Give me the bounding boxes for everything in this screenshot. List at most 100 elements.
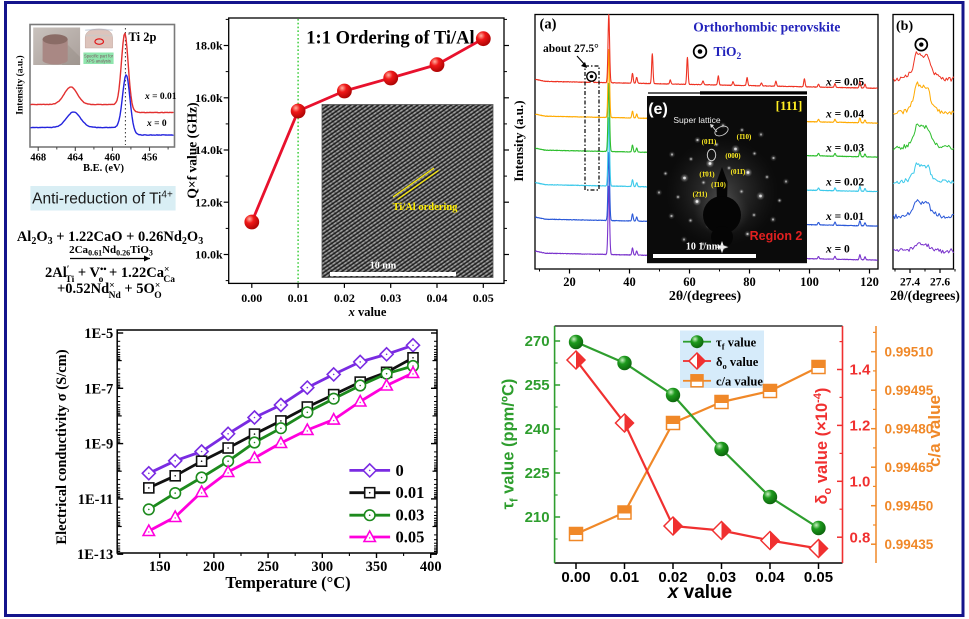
svg-text:27.6: 27.6 [930,277,950,289]
svg-text:Intensity (a.u.): Intensity (a.u.) [15,55,26,114]
svg-text:0.02: 0.02 [658,569,687,586]
svg-text:x = 0.03: x = 0.03 [825,143,864,155]
svg-text:Q×f value (GHz): Q×f value (GHz) [185,102,200,198]
svg-text:0.04: 0.04 [427,291,448,305]
svg-text:0.03: 0.03 [396,506,425,525]
svg-text:10.0k: 10.0k [195,248,223,262]
svg-text:x = 0.04: x = 0.04 [825,109,864,121]
svg-text:255: 255 [525,377,550,394]
svg-text:x = 0.02: x = 0.02 [825,177,864,189]
svg-text:1.0: 1.0 [850,474,871,491]
svg-text:460: 460 [105,153,121,164]
svg-text:0.00: 0.00 [241,291,262,305]
svg-text:0.99480: 0.99480 [885,422,934,437]
svg-text:225: 225 [525,465,550,482]
svg-text:τf value: τf value [716,336,757,352]
svg-text:0.99495: 0.99495 [885,383,934,398]
svg-text:TiO2: TiO2 [714,44,742,62]
svg-text:0.00: 0.00 [561,569,590,586]
svg-text:0.05: 0.05 [473,291,494,305]
svg-text:1E-9: 1E-9 [84,437,113,453]
svg-text:+0.52Nd×Nd + 5O×O: +0.52Nd× Nd + 5O× O [57,281,162,301]
svg-text:1E-5: 1E-5 [84,326,113,342]
svg-text:0.99465: 0.99465 [885,460,934,475]
svg-text:Ti/Al ordering: Ti/Al ordering [393,202,459,213]
svg-text:Orthorhombic perovskite: Orthorhombic perovskite [693,20,840,35]
svg-text:1.4: 1.4 [850,362,872,379]
svg-text:0: 0 [396,461,404,480]
svg-text:Al2O3 + 1.22CaO + 0.26Nd2O3: Al2O3 + 1.22CaO + 0.26Nd2O3 [17,229,203,247]
svg-text:Temperature (°C): Temperature (°C) [225,573,350,592]
svg-text:(011̄): (011̄) [731,168,746,176]
svg-text:10 1/nm: 10 1/nm [686,242,721,253]
svg-text:0.8: 0.8 [850,529,871,546]
svg-text:[111]: [111] [776,98,803,113]
svg-text:1:1 Ordering of Ti/Al: 1:1 Ordering of Ti/Al [306,29,474,49]
svg-text:c/a value: c/a value [716,375,763,389]
svg-text:27.4: 27.4 [900,277,920,289]
svg-text:100: 100 [800,275,819,289]
svg-text:12.0k: 12.0k [195,195,223,209]
svg-text:Region 2: Region 2 [750,229,803,243]
svg-text:270: 270 [525,333,550,350]
svg-text:1E-13: 1E-13 [77,547,113,563]
svg-text:x = 0.05: x = 0.05 [825,76,864,88]
svg-text:16.0k: 16.0k [195,91,223,105]
svg-text:210: 210 [525,509,550,526]
svg-text:Specific part for: Specific part for [84,54,114,59]
svg-text:350: 350 [366,559,388,575]
svg-text:x value: x value [667,582,732,603]
svg-text:1.2: 1.2 [850,418,871,435]
svg-text:2Ca0.61Nd0.26TiO3: 2Ca0.61Nd0.26TiO3 [69,244,153,258]
svg-text:464: 464 [67,153,84,164]
svg-text:x = 0: x = 0 [146,119,167,129]
svg-text:δo value (×10-4): δo value (×10-4) [812,388,834,505]
svg-text:XPS analysis: XPS analysis [86,59,111,64]
svg-text:18.0k: 18.0k [195,39,223,53]
svg-text:80: 80 [743,275,756,289]
svg-text:0.03: 0.03 [380,291,401,305]
svg-text:x = 0.01: x = 0.01 [825,211,864,223]
svg-text:0.99435: 0.99435 [885,537,934,552]
svg-text:0.04: 0.04 [755,569,785,586]
svg-text:B.E. (eV): B.E. (eV) [83,163,125,174]
svg-text:0.01: 0.01 [396,483,425,502]
svg-text:2θ/(degrees): 2θ/(degrees) [890,288,960,303]
svg-text:(000): (000) [725,152,741,160]
svg-text:300: 300 [311,559,333,575]
svg-text:240: 240 [525,421,550,438]
svg-text:10 nm: 10 nm [370,261,397,272]
svg-text:(2̄11): (2̄11) [693,191,708,199]
svg-text:Super lattice: Super lattice [673,115,721,125]
svg-text:1E-11: 1E-11 [78,492,113,508]
svg-text:(01̄1): (01̄1) [702,138,717,146]
svg-text:(1̄01): (1̄01) [699,171,715,179]
svg-text:x = 0: x = 0 [825,244,850,256]
svg-text:40: 40 [623,275,636,289]
svg-text:Electrical conductivity σ (S/c: Electrical conductivity σ (S/cm) [54,349,70,544]
svg-text:120: 120 [860,275,879,289]
svg-text:τf value (ppm/ºC): τf value (ppm/ºC) [500,379,521,510]
svg-text:0.01: 0.01 [288,291,309,305]
svg-text:2Al′Ti + V••o + 1.22Ca×Ca: 2Al′ Ti + V•• o + 1.22Ca× Ca [45,265,175,285]
svg-text:60: 60 [683,275,696,289]
svg-text:(a): (a) [540,17,557,33]
svg-text:δo value: δo value [716,355,759,371]
svg-text:456: 456 [142,153,158,164]
svg-text:200: 200 [203,559,225,575]
svg-text:0.02: 0.02 [334,291,355,305]
svg-text:468: 468 [30,153,46,164]
svg-text:0.99510: 0.99510 [885,345,934,360]
svg-text:Intensity (a.u.): Intensity (a.u.) [511,100,526,181]
svg-text:Ti 2p: Ti 2p [129,30,157,44]
svg-text:about 27.5°: about 27.5° [543,43,599,55]
svg-text:0.05: 0.05 [396,528,425,547]
svg-text:(e): (e) [648,101,668,118]
svg-text:0.01: 0.01 [610,569,639,586]
svg-text:c/a value: c/a value [925,395,944,467]
svg-text:2θ/(degrees): 2θ/(degrees) [669,289,742,304]
svg-text:150: 150 [149,559,171,575]
svg-text:1E-7: 1E-7 [84,381,113,397]
svg-text:(1̄10): (1̄10) [711,181,726,189]
svg-text:(1̄10): (1̄10) [737,133,752,141]
